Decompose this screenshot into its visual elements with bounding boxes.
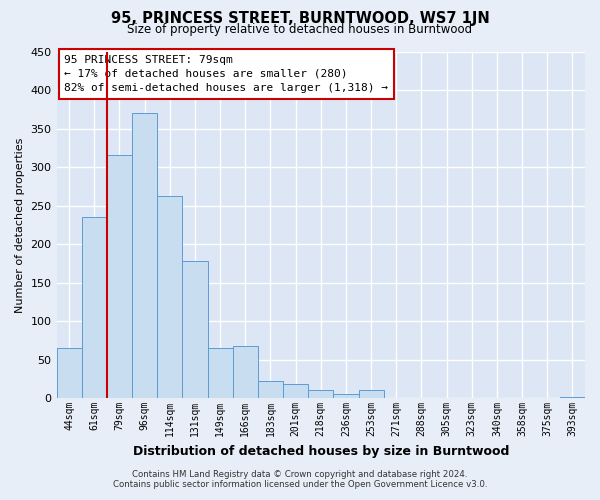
Text: Contains HM Land Registry data © Crown copyright and database right 2024.
Contai: Contains HM Land Registry data © Crown c… (113, 470, 487, 489)
Bar (56, 348, 82, 398)
Bar (258, 381, 283, 398)
Text: 95 PRINCESS STREET: 79sqm
← 17% of detached houses are smaller (280)
82% of semi: 95 PRINCESS STREET: 79sqm ← 17% of detac… (64, 55, 388, 93)
Bar (283, 384, 308, 398)
Bar (157, 196, 182, 398)
Bar (560, 396, 585, 398)
Bar (233, 346, 258, 398)
Y-axis label: Number of detached properties: Number of detached properties (15, 137, 25, 312)
Bar (107, 156, 132, 398)
Bar (359, 390, 383, 398)
Bar (334, 394, 359, 398)
Bar (308, 390, 334, 398)
X-axis label: Distribution of detached houses by size in Burntwood: Distribution of detached houses by size … (133, 444, 509, 458)
Bar (132, 113, 157, 398)
Bar (182, 261, 208, 398)
Text: 95, PRINCESS STREET, BURNTWOOD, WS7 1JN: 95, PRINCESS STREET, BURNTWOOD, WS7 1JN (110, 12, 490, 26)
Bar (82, 217, 107, 398)
Bar (208, 348, 233, 398)
Text: Size of property relative to detached houses in Burntwood: Size of property relative to detached ho… (127, 22, 473, 36)
